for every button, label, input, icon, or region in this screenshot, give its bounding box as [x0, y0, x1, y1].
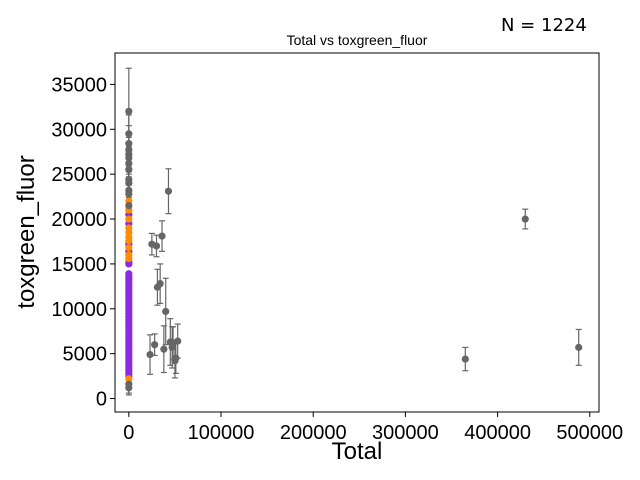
- data-point: [125, 224, 133, 232]
- y-tick-label: 10000: [51, 299, 107, 321]
- x-tick-label: 500000: [556, 422, 623, 444]
- data-point: [172, 354, 180, 362]
- sample-count-annotation: N = 1224: [501, 15, 587, 36]
- data-point: [146, 350, 154, 359]
- data-point: [521, 215, 529, 223]
- x-tick-label: 0: [123, 422, 134, 444]
- data-point: [125, 146, 133, 154]
- y-tick-label: 30000: [51, 119, 107, 141]
- data-point: [125, 270, 133, 278]
- y-tick-label: 25000: [51, 164, 107, 186]
- data-point: [158, 232, 166, 240]
- x-tick-label: 400000: [464, 422, 531, 444]
- data-point: [125, 215, 133, 223]
- data-point: [125, 380, 133, 388]
- y-axis-label: toxgreen_fluor: [13, 155, 40, 308]
- data-point: [461, 355, 469, 363]
- x-tick-label: 100000: [188, 422, 255, 444]
- y-tick-label: 35000: [51, 74, 107, 96]
- x-axis: 0 100000 200000 300000 400000 500000: [123, 412, 623, 444]
- x-axis-label: Total: [332, 438, 383, 465]
- data-point: [125, 175, 133, 184]
- data-point: [125, 166, 133, 174]
- data-point: [125, 130, 133, 138]
- data-point: [125, 107, 133, 115]
- data-point: [152, 242, 161, 250]
- x-tick-label: 200000: [280, 422, 347, 444]
- data-points: [125, 107, 583, 392]
- y-tick-label: 0: [96, 389, 107, 411]
- y-axis: 0 5000 10000 15000 20000 25000 30000 35000: [51, 74, 115, 411]
- error-bars: [125, 67, 582, 396]
- x-tick-label: 300000: [372, 422, 439, 444]
- plot-area-frame: [114, 52, 600, 413]
- data-point: [125, 251, 133, 259]
- data-point: [125, 186, 133, 194]
- data-point: [164, 187, 173, 195]
- data-point: [125, 201, 133, 210]
- data-point: [151, 341, 159, 349]
- data-point: [125, 140, 133, 148]
- data-point: [125, 244, 133, 252]
- y-tick-label: 20000: [51, 209, 107, 231]
- data-point: [125, 375, 133, 383]
- chart-title: Total vs toxgreen_fluor: [287, 32, 428, 48]
- data-point: [125, 159, 133, 167]
- data-point: [162, 307, 170, 316]
- data-point: [174, 337, 182, 345]
- data-point: [575, 343, 583, 351]
- data-point: [160, 345, 168, 353]
- y-tick-label: 15000: [51, 254, 107, 276]
- y-tick-label: 5000: [63, 344, 108, 366]
- data-point: [156, 280, 164, 288]
